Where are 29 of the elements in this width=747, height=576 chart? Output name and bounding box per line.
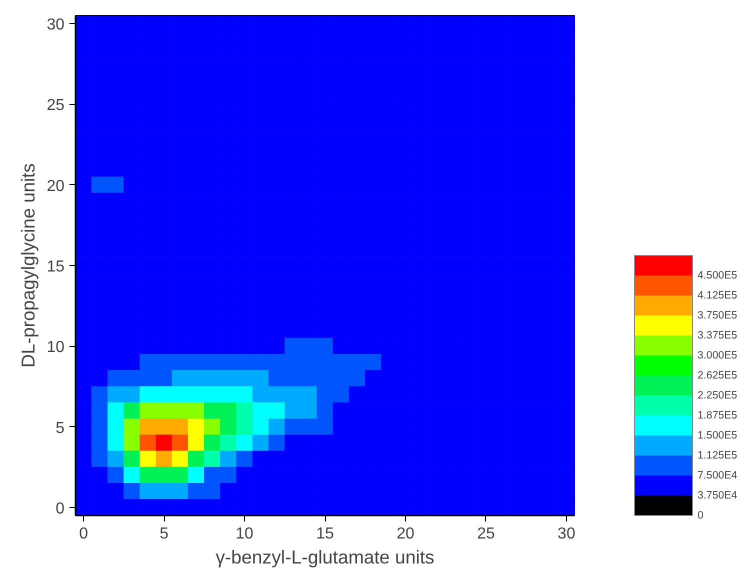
- y-tick-label: 20: [46, 178, 65, 195]
- color-bar-label: 0: [698, 510, 704, 522]
- x-tick-label: 20: [396, 526, 414, 542]
- color-bar-label: 1.875E5: [698, 410, 738, 422]
- color-bar-label: 7.500E4: [698, 470, 738, 482]
- color-bar-label: 3.750E4: [698, 490, 738, 502]
- color-bar-label: 2.250E5: [698, 390, 738, 402]
- color-bar-label: 3.750E5: [698, 310, 738, 322]
- x-axis-title: γ-benzyl-L-glutamate units: [216, 546, 434, 568]
- y-tick-label: 30: [46, 16, 65, 34]
- y-tick-label: 0: [56, 500, 65, 518]
- color-bar-label: 3.375E5: [698, 330, 738, 342]
- x-tick-label: 0: [79, 526, 88, 542]
- y-tick-label: 25: [46, 97, 65, 114]
- x-tick-label: 5: [160, 526, 169, 542]
- color-bar-label: 3.000E5: [698, 350, 738, 362]
- color-bar-label: 4.125E5: [698, 290, 738, 302]
- color-bar-label: 2.625E5: [698, 370, 738, 382]
- color-bar-label: 1.500E5: [698, 430, 738, 442]
- color-bar-label: 4.500E5: [698, 270, 738, 282]
- x-tick-label: 30: [558, 526, 576, 542]
- y-tick-label: 10: [46, 339, 65, 356]
- x-tick-label: 25: [477, 526, 495, 542]
- y-tick-label: 15: [46, 258, 65, 276]
- x-tick-label: 10: [236, 526, 254, 542]
- y-axis-title: DL-propagylglycine units: [18, 163, 39, 368]
- color-bar-label: 1.125E5: [698, 450, 738, 462]
- y-tick-label: 5: [56, 420, 65, 437]
- x-tick-label: 15: [316, 526, 334, 542]
